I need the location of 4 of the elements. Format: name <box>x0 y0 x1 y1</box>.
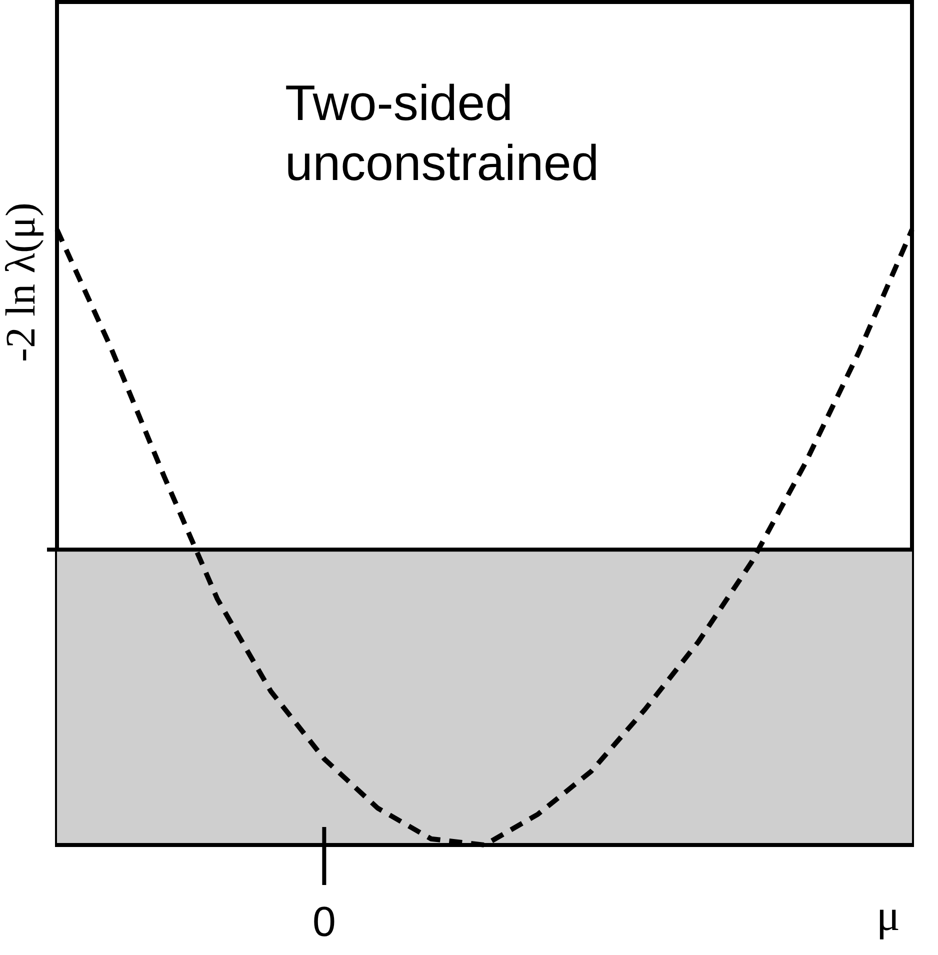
x-axis-title: μ <box>876 891 900 940</box>
y-axis-title: -2 ln λ(μ) <box>0 202 44 362</box>
text: 0 <box>312 898 336 945</box>
text: Two-sided unconstrained <box>285 75 600 191</box>
